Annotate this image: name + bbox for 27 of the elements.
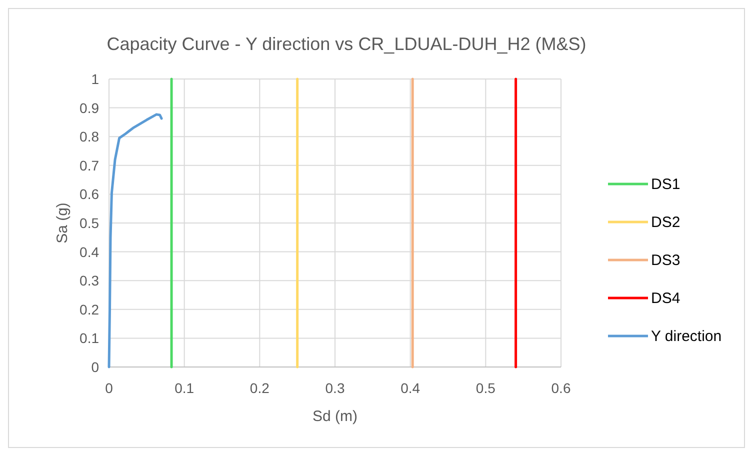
y-tick-label: 0.3 — [80, 272, 100, 289]
x-tick-label: 0.3 — [325, 380, 345, 396]
y-tick-label: 0.4 — [80, 244, 100, 260]
y-tick-label: 0.8 — [80, 128, 100, 145]
x-tick-label: 0 — [105, 380, 114, 396]
x-tick-label: 0.5 — [476, 380, 496, 396]
y-tick-label: 1 — [91, 71, 100, 87]
legend-label: DS2 — [651, 214, 680, 231]
x-tick-label: 0.4 — [400, 380, 420, 396]
y-tick-label: 0.9 — [80, 100, 100, 116]
legend-label: DS3 — [651, 252, 680, 269]
y-tick-label: 0.6 — [80, 186, 100, 202]
legend-label: DS1 — [651, 176, 680, 193]
y-tick-label: 0.5 — [80, 215, 100, 231]
legend-label: DS4 — [651, 290, 680, 307]
y-tick-label: 0.7 — [80, 157, 100, 174]
y-tick-label: 0.2 — [80, 301, 100, 318]
y-tick-label: 0 — [91, 359, 100, 375]
y-axis-title: Sa (g) — [54, 202, 71, 244]
legend-label: Y direction — [651, 328, 722, 345]
x-tick-label: 0.6 — [551, 380, 571, 396]
x-axis-title: Sd (m) — [312, 408, 358, 425]
y-tick-label: 0.1 — [80, 330, 100, 346]
x-tick-label: 0.2 — [250, 380, 270, 396]
chart-title: Capacity Curve - Y direction vs CR_LDUAL-DUH_H2 (M&S) — [106, 34, 586, 54]
x-tick-label: 0.1 — [174, 380, 194, 396]
line-series — [108, 113, 163, 368]
